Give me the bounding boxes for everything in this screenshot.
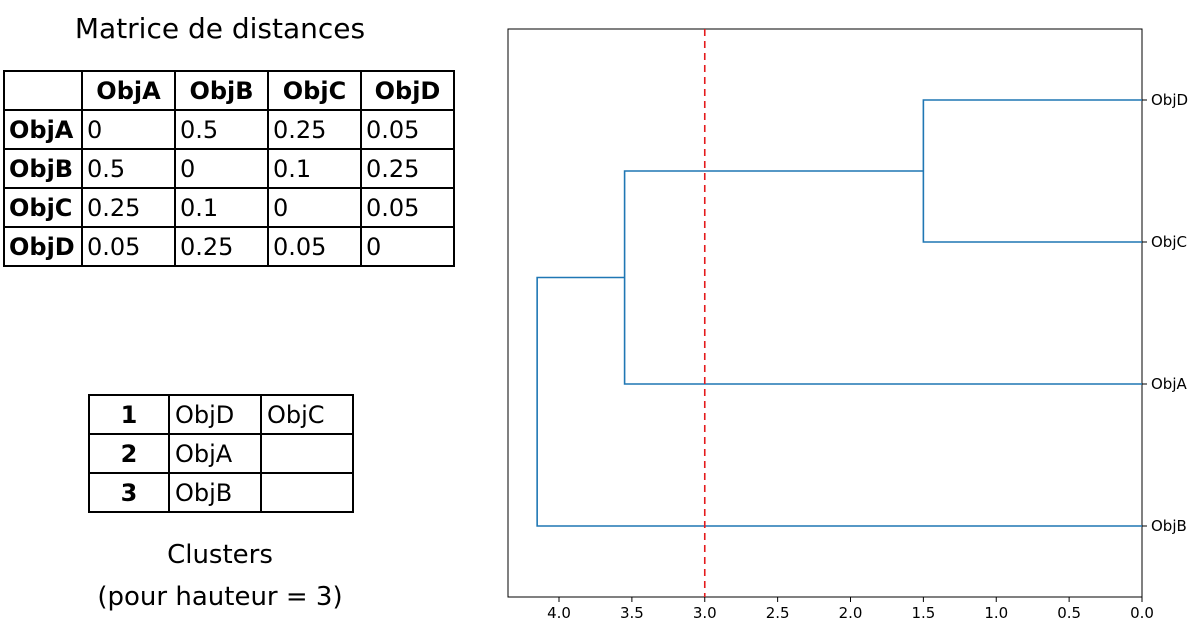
matrix-col-header: ObjD <box>360 70 455 111</box>
matrix-row-header: ObjC <box>3 187 83 228</box>
matrix-cell: 0.05 <box>267 226 362 267</box>
cluster-member: ObjB <box>168 472 262 513</box>
matrix-cell: 0 <box>174 148 269 189</box>
matrix-col-header: ObjC <box>267 70 362 111</box>
matrix-cell: 0.25 <box>174 226 269 267</box>
clusters-caption-line1: Clusters <box>167 540 273 570</box>
x-axis: 4.0 3.5 3.0 2.5 2.0 1.5 1.0 0.5 0.0 <box>547 597 1154 622</box>
cluster-row: 2 ObjA <box>88 433 354 474</box>
cluster-row: 3 ObjB <box>88 472 354 513</box>
x-tick-label: 2.0 <box>839 604 863 622</box>
matrix-header-row: ObjA ObjB ObjC ObjD <box>3 70 455 111</box>
leaf-label: ObjA <box>1151 375 1187 393</box>
x-tick-label: 2.5 <box>766 604 790 622</box>
x-tick-label: 1.5 <box>911 604 935 622</box>
leaf-label: ObjD <box>1151 91 1188 109</box>
matrix-col-header: ObjA <box>81 70 176 111</box>
matrix-cell: 0.25 <box>360 148 455 189</box>
cluster-row: 1 ObjD ObjC <box>88 394 354 435</box>
matrix-row-header: ObjB <box>3 148 83 189</box>
x-tick-label: 0.5 <box>1057 604 1081 622</box>
matrix-cell: 0.5 <box>81 148 176 189</box>
matrix-cell: 0.25 <box>81 187 176 228</box>
cluster-member: ObjA <box>168 433 262 474</box>
dendrogram-links <box>536 99 1142 527</box>
matrix-cell: 0 <box>81 109 176 150</box>
leaf-labels: ObjD ObjC ObjA ObjB <box>1142 91 1188 535</box>
plot-frame <box>507 28 1143 598</box>
cluster-member <box>260 433 354 474</box>
matrix-row: ObjA 0 0.5 0.25 0.05 <box>3 109 455 150</box>
matrix-title: Matrice de distances <box>74 12 366 45</box>
matrix-cell: 0.1 <box>267 148 362 189</box>
cluster-member: ObjC <box>260 394 354 435</box>
dendrogram-link <box>536 276 1142 527</box>
x-tick-label: 1.0 <box>984 604 1008 622</box>
cluster-member <box>260 472 354 513</box>
matrix-cell: 0.1 <box>174 187 269 228</box>
matrix-cell: 0.05 <box>360 187 455 228</box>
matrix-cell: 0.5 <box>174 109 269 150</box>
dendrogram-link <box>922 99 1142 243</box>
cluster-member: ObjD <box>168 394 262 435</box>
distance-matrix-table: ObjA ObjB ObjC ObjD ObjA 0 0.5 0.25 0.05… <box>3 70 455 267</box>
leaf-label: ObjB <box>1151 517 1187 535</box>
matrix-col-header: ObjB <box>174 70 269 111</box>
cluster-id: 2 <box>88 433 170 474</box>
x-tick-label: 4.0 <box>547 604 571 622</box>
dendrogram-link <box>623 170 1142 385</box>
matrix-cell: 0 <box>267 187 362 228</box>
cluster-id: 3 <box>88 472 170 513</box>
matrix-row-header: ObjD <box>3 226 83 267</box>
matrix-row: ObjD 0.05 0.25 0.05 0 <box>3 226 455 267</box>
matrix-corner-cell <box>3 70 83 111</box>
matrix-cell: 0.05 <box>81 226 176 267</box>
x-tick-label: 0.0 <box>1130 604 1154 622</box>
cluster-id: 1 <box>88 394 170 435</box>
matrix-cell: 0.25 <box>267 109 362 150</box>
matrix-row: ObjC 0.25 0.1 0 0.05 <box>3 187 455 228</box>
x-tick-label: 3.0 <box>693 604 717 622</box>
leaf-label: ObjC <box>1151 233 1187 251</box>
clusters-table: 1 ObjD ObjC 2 ObjA 3 ObjB <box>88 394 354 513</box>
x-tick-label: 3.5 <box>620 604 644 622</box>
matrix-row-header: ObjA <box>3 109 83 150</box>
matrix-row: ObjB 0.5 0 0.1 0.25 <box>3 148 455 189</box>
clusters-caption-line2: (pour hauteur = 3) <box>97 582 343 612</box>
matrix-cell: 0 <box>360 226 455 267</box>
matrix-cell: 0.05 <box>360 109 455 150</box>
